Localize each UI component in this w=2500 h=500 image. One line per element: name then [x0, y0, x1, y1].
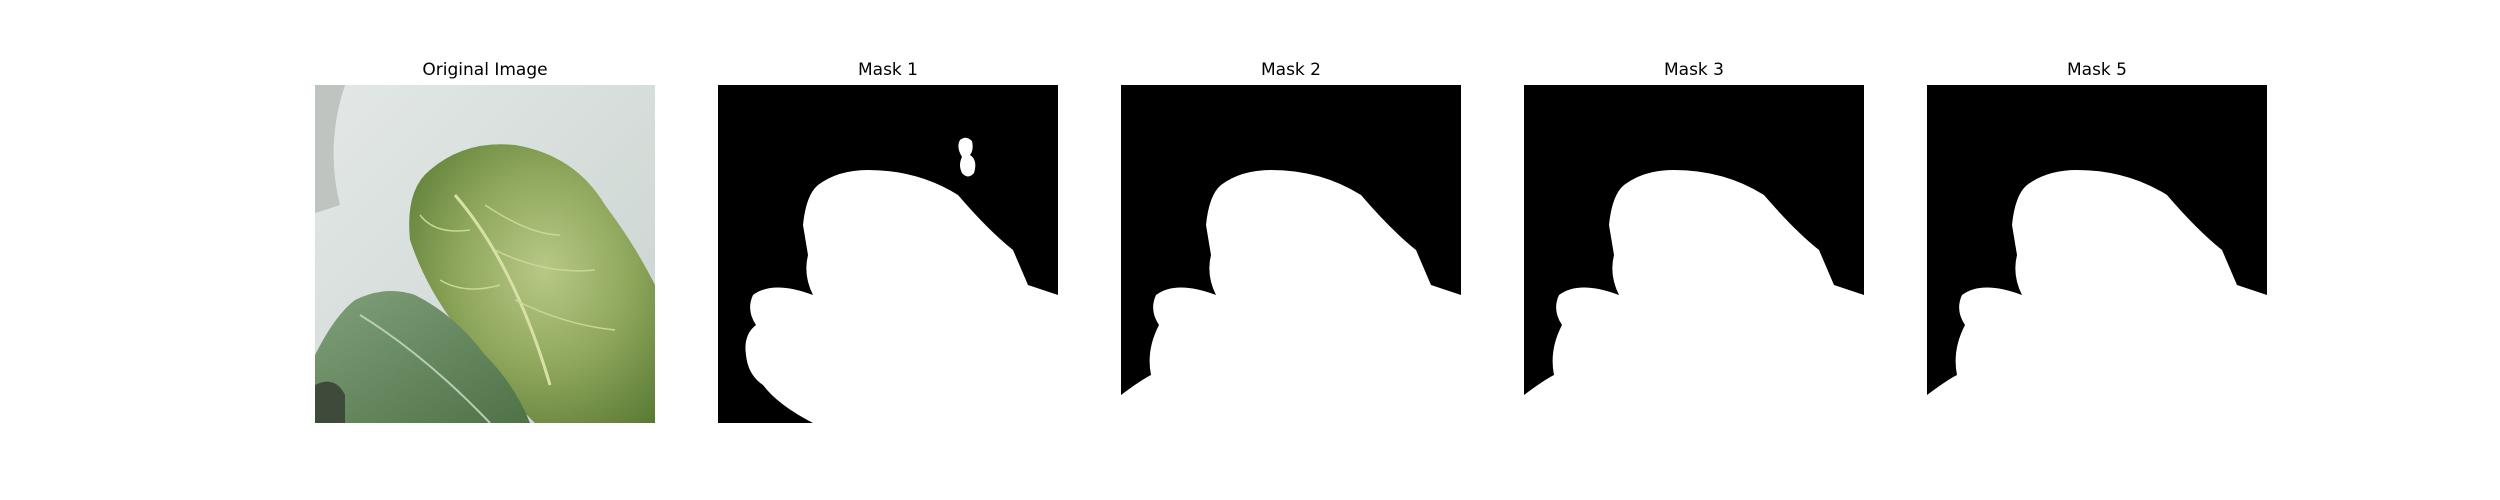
- mask-2-svg: [1121, 85, 1461, 423]
- panel-title: Original Image: [422, 60, 548, 80]
- photo-dark-corner: [315, 381, 345, 423]
- lower-leaf: [315, 291, 530, 423]
- mask-image: [1927, 85, 2267, 423]
- leaf-photo-svg: [315, 85, 655, 423]
- mask-5-svg: [1927, 85, 2267, 423]
- original-leaf-photo: [315, 85, 655, 423]
- panel-title: Mask 3: [1663, 60, 1724, 80]
- mask-foreground-region: [745, 170, 1058, 423]
- panel-title: Mask 2: [1260, 60, 1321, 80]
- mask-image: [718, 85, 1058, 423]
- mask-image: [1524, 85, 1864, 423]
- mask-blob: [958, 137, 976, 177]
- photo-left-shadow: [315, 85, 345, 213]
- mask-image: [1121, 85, 1461, 423]
- mask-foreground-region: [1927, 170, 2267, 423]
- mask-1-svg: [718, 85, 1058, 423]
- mask-3-svg: [1524, 85, 1864, 423]
- panel-title: Mask 5: [2066, 60, 2127, 80]
- mask-foreground-region: [1524, 170, 1864, 423]
- panel-title: Mask 1: [857, 60, 918, 80]
- mask-foreground-region: [1121, 170, 1461, 423]
